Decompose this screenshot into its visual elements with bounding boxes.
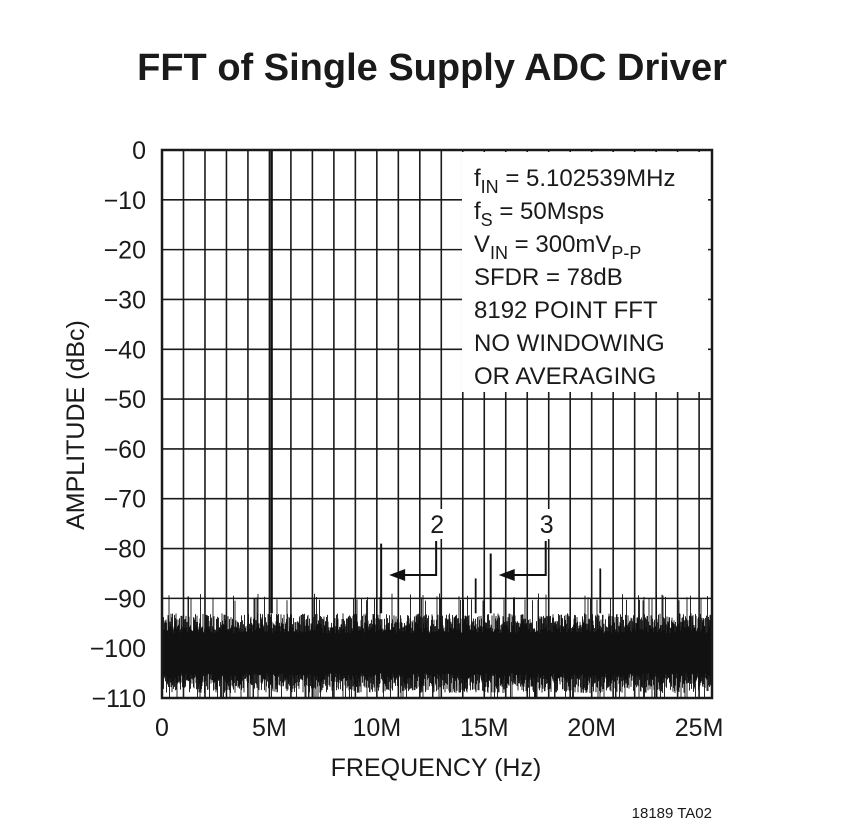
annotation-line: fS = 50Msps: [474, 198, 604, 230]
harmonic-leader-line: [508, 541, 547, 576]
x-tick-label: 5M: [252, 714, 287, 742]
y-tick-labels: 0 −10 −20 −30 −40 −50 −60 −70 −80 −90 −100 −110: [90, 137, 146, 713]
annotation-line: NO WINDOWING: [474, 330, 665, 357]
y-tick-label: −110: [92, 685, 146, 713]
annotation-subscript: S: [481, 210, 493, 230]
y-tick-label: −70: [104, 486, 146, 514]
annotation-main: OR AVERAGING: [474, 363, 656, 390]
harmonic-label-bg: [536, 509, 557, 539]
chart-title: FFT of Single Supply ADC Driver: [137, 47, 727, 89]
harmonic-leader-line: [399, 541, 438, 576]
y-tick-label: −90: [104, 585, 146, 613]
annotation-main: f: [474, 198, 481, 225]
y-tick-label: −30: [104, 286, 146, 314]
annotation-line: OR AVERAGING: [474, 363, 656, 390]
annotation-main: SFDR = 78dB: [474, 264, 623, 291]
annotation-rest: = 50Msps: [493, 198, 604, 225]
y-tick-label: −60: [104, 436, 146, 464]
annotation-line: VIN = 300mVP-P: [474, 231, 641, 263]
x-axis-label: FREQUENCY (Hz): [331, 754, 542, 782]
y-tick-label: −100: [90, 635, 146, 663]
y-tick-label: −20: [104, 237, 146, 265]
annotation-rest: = 5.102539MHz: [499, 165, 676, 192]
annotation-main: 8192 POINT FFT: [474, 297, 658, 324]
annotation-line: SFDR = 78dB: [474, 264, 623, 291]
noise-trace: [161, 593, 713, 698]
harmonic-label-group: 3: [498, 509, 557, 581]
annotation-main: V: [474, 231, 490, 258]
figure-code: 18189 TA02: [632, 805, 712, 822]
y-tick-label: −80: [104, 536, 146, 564]
x-tick-label: 15M: [460, 714, 509, 742]
spectral-peaks: [270, 151, 602, 614]
x-tick-labels: 0 5M 10M 15M 20M 25M: [155, 714, 723, 742]
noise-floor-trace: [161, 593, 713, 698]
annotation-subscript: P-P: [611, 243, 641, 263]
plot-frame: [160, 148, 714, 700]
harmonic-arrowhead: [498, 569, 515, 581]
y-tick-label: −10: [104, 187, 146, 215]
x-tick-label: 25M: [675, 714, 724, 742]
annotation-subscript: IN: [490, 243, 508, 263]
annotation-main: f: [474, 165, 481, 192]
harmonic-label: 2: [430, 511, 444, 539]
y-tick-label: −50: [104, 386, 146, 414]
annotation-line: fIN = 5.102539MHz: [474, 165, 675, 197]
x-tick-label: 0: [155, 714, 169, 742]
annotation-main: NO WINDOWING: [474, 330, 665, 357]
x-tick-label: 20M: [567, 714, 616, 742]
annotation-background: [462, 152, 708, 392]
harmonic-label-bg: [427, 509, 448, 539]
x-tick-label: 10M: [353, 714, 402, 742]
annotation-subscript: IN: [481, 177, 499, 197]
harmonic-label-group: 2: [389, 509, 448, 581]
y-tick-label: 0: [132, 137, 146, 165]
harmonic-arrowhead: [389, 569, 406, 581]
annotation-line: 8192 POINT FFT: [474, 297, 658, 324]
y-axis-label: AMPLITUDE (dBc): [62, 320, 90, 530]
harmonic-label: 3: [540, 511, 554, 539]
annotation-rest: = 300mV: [508, 231, 611, 258]
y-tick-label: −40: [104, 336, 146, 364]
